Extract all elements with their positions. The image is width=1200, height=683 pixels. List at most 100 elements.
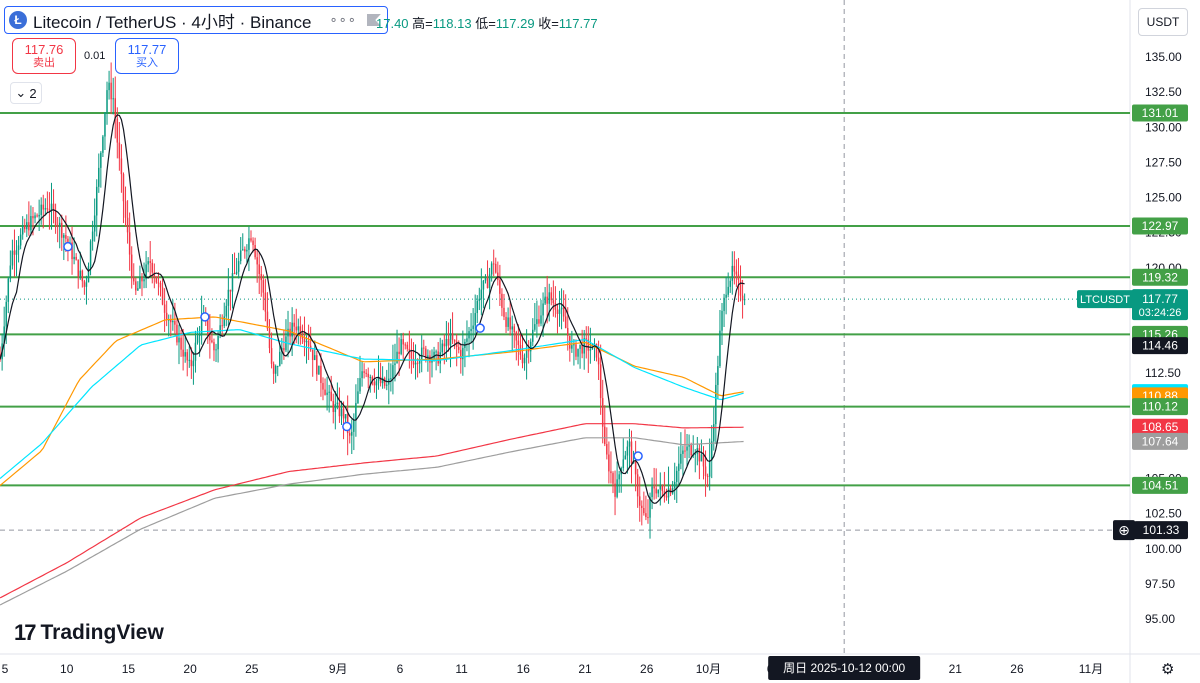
candle-body: [9, 265, 12, 279]
candle-body: [170, 319, 172, 323]
more-options-icon[interactable]: ∘∘∘: [329, 12, 357, 27]
plus-circle-icon: ⊕: [1118, 523, 1130, 539]
candle-body: [167, 319, 170, 321]
candle-body: [262, 280, 265, 293]
candle-body: [373, 381, 376, 386]
candle-body: [217, 336, 219, 350]
x-tick-label: 5: [2, 662, 9, 676]
candle-body: [606, 444, 608, 455]
candle-body: [437, 351, 439, 364]
candle-body: [299, 326, 302, 337]
gear-icon[interactable]: ⚙: [1161, 661, 1175, 678]
candle-body: [457, 346, 460, 350]
candle-body: [355, 403, 357, 420]
candle-body: [418, 360, 421, 364]
x-tick-label: 11月: [1079, 662, 1103, 676]
candle-body: [305, 340, 308, 343]
candle-body: [0, 359, 1, 361]
crosshair-price-label: 101.33: [1143, 523, 1180, 537]
candle-body: [737, 274, 740, 280]
candle-body: [379, 376, 382, 384]
candle-body: [486, 278, 489, 288]
candle-body: [676, 470, 678, 482]
candle-body: [460, 349, 462, 360]
candle-body: [521, 354, 524, 364]
candle-body: [439, 352, 441, 364]
candle-body: [233, 273, 236, 275]
candle-body: [237, 261, 240, 272]
candle-body: [15, 250, 18, 255]
candle-body: [272, 363, 275, 374]
price-axis-label: 104.51: [1142, 478, 1179, 492]
candle-body: [163, 304, 166, 313]
candle-body: [659, 485, 662, 490]
candle-body: [307, 340, 310, 346]
sell-button[interactable]: 117.76 卖出: [12, 38, 76, 74]
high-value: 118.13: [432, 16, 472, 31]
candle-body: [573, 344, 575, 346]
indicators-collapse-button[interactable]: ⌄ 2: [10, 82, 42, 104]
candle-body: [614, 483, 616, 497]
candle-body: [480, 289, 483, 299]
candle-body: [153, 272, 156, 277]
x-tick-label: 16: [517, 662, 531, 676]
candle-body: [250, 238, 252, 241]
price-axis-label-bg: [1132, 398, 1188, 416]
candle-body: [408, 348, 411, 351]
candle-body: [145, 264, 147, 280]
candle-body: [394, 363, 396, 366]
candle-body: [723, 297, 725, 311]
candle-body: [100, 152, 102, 168]
tradingview-logo[interactable]: 17 TradingView: [14, 620, 164, 646]
candle-body: [157, 282, 160, 284]
candle-body: [542, 303, 544, 316]
x-tick-label: 25: [245, 662, 259, 676]
candle-body: [361, 371, 363, 379]
candle-body: [449, 333, 452, 346]
candle-body: [509, 317, 511, 330]
candle-body: [180, 337, 182, 350]
candle-body: [564, 316, 567, 329]
flag-icon[interactable]: [366, 14, 381, 26]
candle-body: [618, 474, 620, 480]
candle-body: [192, 360, 195, 367]
symbol-title[interactable]: Litecoin / TetherUS · 4小时 · Binance: [33, 12, 312, 32]
candle-body: [610, 471, 612, 474]
candle-body: [316, 355, 318, 375]
candle-body: [597, 357, 600, 365]
candle-body: [604, 426, 606, 445]
candle-body: [229, 289, 232, 292]
candle-body: [108, 82, 110, 91]
candle-body: [612, 473, 614, 484]
candle-body: [196, 336, 199, 343]
candle-body: [566, 328, 569, 336]
symbol-header[interactable]: Ł Litecoin / TetherUS · 4小时 · Binance ∘∘…: [4, 6, 388, 34]
candle-body: [318, 365, 320, 375]
candle-body: [441, 343, 444, 353]
candle-body: [266, 311, 269, 329]
candle-body: [279, 351, 281, 366]
candle-body: [221, 325, 223, 327]
candle-body: [673, 481, 676, 488]
buy-button[interactable]: 117.77 买入: [115, 38, 179, 74]
symbol-tag-bg: [1077, 290, 1134, 309]
currency-button[interactable]: USDT: [1138, 8, 1188, 36]
candle-body: [624, 455, 627, 460]
candle-body: [239, 250, 242, 262]
candle-body: [474, 313, 476, 326]
candle-body: [587, 339, 590, 351]
candle-body: [501, 293, 503, 308]
candle-body: [628, 441, 631, 447]
chevron-down-icon: ⌄: [15, 85, 27, 100]
candle-body: [254, 245, 256, 258]
sma-short-line: [0, 114, 745, 504]
candle-body: [155, 276, 158, 283]
low-label: 低=: [475, 16, 496, 31]
low-value: 117.29: [495, 16, 535, 31]
candle-body: [357, 391, 359, 404]
candle-body: [46, 208, 49, 210]
crosshair-price-label-bg: [1134, 521, 1188, 540]
tradingview-logo-mark: 17: [14, 620, 37, 645]
candle-body: [56, 225, 59, 227]
